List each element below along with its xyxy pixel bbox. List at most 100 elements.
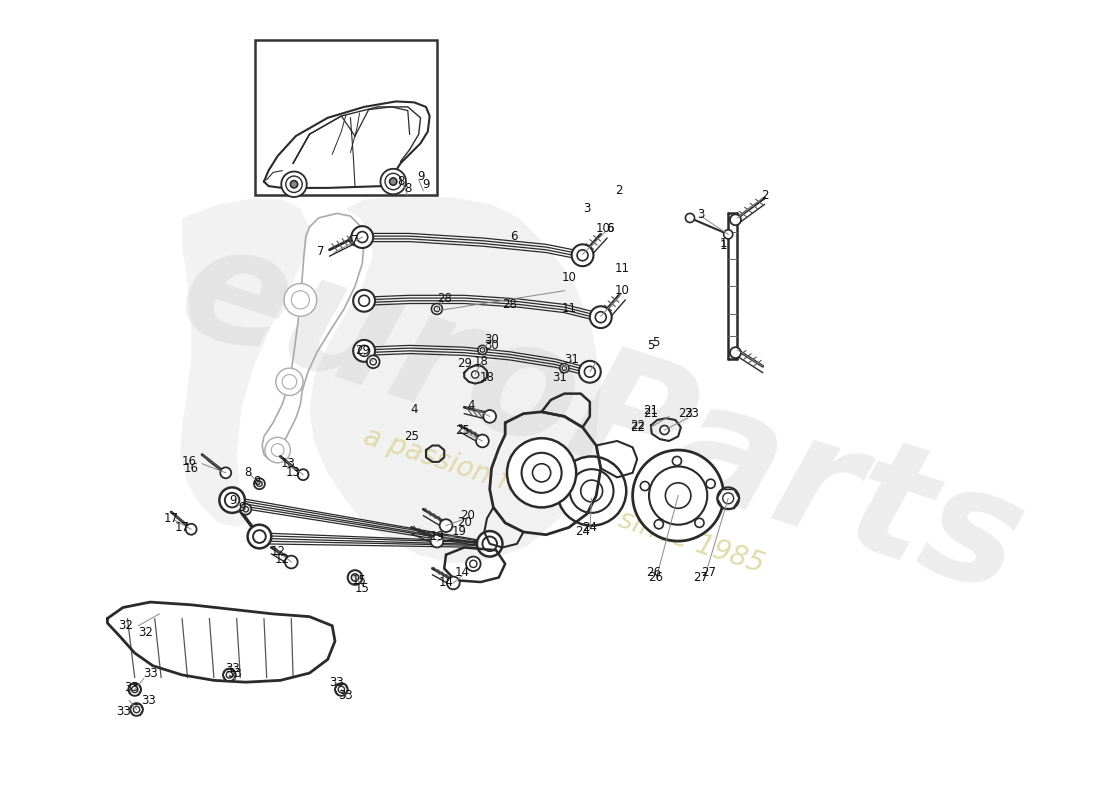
Circle shape: [276, 368, 304, 395]
Circle shape: [730, 347, 741, 358]
Circle shape: [723, 493, 734, 504]
Text: 9: 9: [422, 178, 430, 190]
Text: 3: 3: [697, 208, 705, 221]
Text: 2: 2: [761, 189, 769, 202]
Polygon shape: [180, 198, 309, 527]
Circle shape: [570, 469, 614, 513]
Circle shape: [560, 363, 569, 373]
Text: 6: 6: [510, 230, 518, 242]
Circle shape: [572, 244, 594, 266]
Circle shape: [521, 453, 562, 493]
Text: 10: 10: [596, 222, 611, 235]
Circle shape: [666, 483, 691, 508]
Circle shape: [223, 669, 235, 682]
Circle shape: [219, 487, 245, 513]
Circle shape: [353, 340, 375, 362]
Circle shape: [481, 348, 485, 352]
Circle shape: [389, 178, 397, 185]
Text: 12: 12: [275, 553, 289, 566]
Text: 14: 14: [455, 566, 470, 579]
Text: 24: 24: [582, 521, 597, 534]
Text: 9: 9: [229, 494, 236, 506]
Text: 18: 18: [480, 370, 494, 384]
Text: 33: 33: [228, 666, 242, 679]
Circle shape: [434, 306, 440, 312]
Circle shape: [590, 306, 612, 328]
Text: 18: 18: [473, 355, 488, 368]
Circle shape: [338, 686, 344, 693]
Text: 5: 5: [651, 336, 659, 349]
Text: 33: 33: [224, 662, 240, 675]
Circle shape: [253, 530, 266, 543]
Text: 26: 26: [648, 571, 663, 584]
Circle shape: [730, 214, 741, 226]
Text: 17: 17: [175, 521, 189, 534]
Circle shape: [350, 234, 361, 246]
Text: 28: 28: [503, 298, 517, 311]
Text: 5: 5: [647, 339, 654, 352]
Circle shape: [356, 232, 367, 242]
Circle shape: [431, 303, 442, 314]
Circle shape: [285, 556, 298, 568]
Text: 30: 30: [484, 333, 499, 346]
Text: 33: 33: [123, 681, 139, 694]
Text: 30: 30: [484, 339, 499, 352]
Circle shape: [649, 466, 707, 525]
Circle shape: [283, 374, 297, 389]
Text: 16: 16: [182, 455, 197, 468]
Text: 33: 33: [339, 690, 353, 702]
Text: 23: 23: [684, 407, 700, 420]
Text: 9: 9: [239, 501, 246, 514]
Circle shape: [282, 171, 307, 197]
Circle shape: [507, 438, 576, 507]
Circle shape: [672, 457, 682, 466]
Circle shape: [336, 683, 348, 696]
Circle shape: [595, 312, 606, 322]
Circle shape: [298, 469, 309, 480]
Text: 33: 33: [117, 705, 131, 718]
Circle shape: [186, 524, 197, 534]
Circle shape: [227, 672, 232, 678]
Circle shape: [717, 487, 739, 510]
Circle shape: [133, 706, 140, 713]
Circle shape: [706, 479, 715, 488]
Circle shape: [265, 438, 290, 463]
Circle shape: [220, 467, 231, 478]
Circle shape: [359, 295, 370, 306]
Circle shape: [351, 226, 373, 248]
Circle shape: [654, 520, 663, 529]
Text: 32: 32: [139, 626, 153, 638]
Text: 8: 8: [253, 475, 261, 489]
Circle shape: [430, 534, 443, 547]
Circle shape: [578, 250, 588, 261]
Circle shape: [243, 506, 249, 512]
Text: 19: 19: [429, 530, 444, 543]
Text: 22: 22: [629, 419, 645, 432]
Circle shape: [286, 176, 302, 193]
Text: 19: 19: [451, 526, 466, 538]
Text: 25: 25: [404, 430, 419, 443]
Text: 14: 14: [439, 575, 453, 589]
Circle shape: [290, 181, 298, 188]
Circle shape: [685, 214, 694, 222]
Text: 10: 10: [614, 284, 629, 298]
Text: 21: 21: [644, 405, 658, 418]
Circle shape: [466, 557, 481, 571]
Text: 6: 6: [606, 222, 614, 235]
Text: 1: 1: [719, 238, 727, 252]
Circle shape: [366, 355, 379, 368]
Text: 26: 26: [646, 566, 661, 579]
Text: 7: 7: [317, 245, 324, 258]
Text: a passion for parts since 1985: a passion for parts since 1985: [361, 422, 768, 578]
Circle shape: [477, 531, 503, 557]
Circle shape: [562, 366, 566, 370]
Text: 16: 16: [184, 462, 199, 474]
Text: 15: 15: [352, 574, 367, 586]
Text: 28: 28: [437, 291, 452, 305]
Text: 20: 20: [456, 516, 472, 530]
Circle shape: [440, 519, 452, 532]
Text: 4: 4: [468, 399, 475, 412]
Text: 25: 25: [455, 423, 470, 437]
Text: 31: 31: [552, 370, 568, 384]
Circle shape: [640, 482, 649, 490]
